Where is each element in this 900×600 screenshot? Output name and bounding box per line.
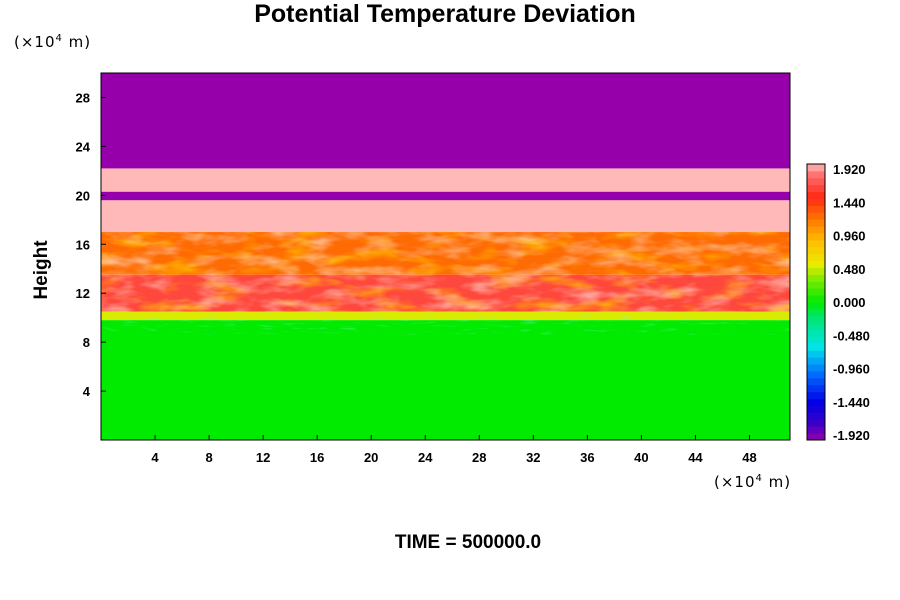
colorbar-segment-14 xyxy=(807,336,825,344)
colorbar-segment-23 xyxy=(807,274,825,282)
field-layer-7 xyxy=(101,73,790,169)
plot-frame xyxy=(100,72,791,441)
colorbar-segment-32 xyxy=(807,212,825,220)
colorbar-segment-39 xyxy=(807,164,825,172)
colorbar-label-3: 0.480 xyxy=(833,262,866,277)
field-layer-0 xyxy=(101,320,790,440)
y-axis-unit: (×104 m) xyxy=(14,33,92,51)
colorbar-segment-28 xyxy=(807,239,825,248)
field-layer-4 xyxy=(101,200,790,233)
y-tick-label-4: 20 xyxy=(76,188,90,203)
y-tick-label-2: 12 xyxy=(76,286,90,301)
colorbar-segment-8 xyxy=(807,377,825,386)
x-tick-label-1: 8 xyxy=(205,450,212,465)
colorbar-segment-22 xyxy=(807,281,825,289)
colorbar-segment-36 xyxy=(807,184,825,193)
colorbar-segment-13 xyxy=(807,343,825,351)
colorbar-label-2: 0.960 xyxy=(833,229,866,244)
colorbar-label-8: -1.920 xyxy=(833,428,870,443)
x-tick-label-2: 12 xyxy=(256,450,270,465)
colorbar-segment-9 xyxy=(807,371,825,379)
field-layer-6 xyxy=(101,168,790,192)
x-tick-label-9: 40 xyxy=(634,450,648,465)
x-tick-label-11: 48 xyxy=(742,450,756,465)
colorbar-segment-26 xyxy=(807,253,825,262)
colorbar-segment-17 xyxy=(807,315,825,324)
x-tick-label-3: 16 xyxy=(310,450,324,465)
colorbar-segment-19 xyxy=(807,302,825,310)
colorbar-segment-3 xyxy=(807,412,825,420)
colorbar-segment-12 xyxy=(807,350,825,358)
colorbar-segment-0 xyxy=(807,433,825,441)
colorbar-segment-25 xyxy=(807,260,825,268)
colorbar-segment-20 xyxy=(807,295,825,303)
colorbar-segment-7 xyxy=(807,384,825,393)
colorbar-segment-34 xyxy=(807,198,825,206)
colorbar-label-4: 0.000 xyxy=(833,295,866,310)
colorbar-segment-5 xyxy=(807,398,825,406)
colorbar-segment-29 xyxy=(807,233,825,241)
y-tick-label-5: 24 xyxy=(76,139,91,154)
colorbar-segment-6 xyxy=(807,391,825,400)
colorbar-segment-18 xyxy=(807,308,825,317)
colorbar-segment-35 xyxy=(807,191,825,199)
y-tick-label-0: 4 xyxy=(83,384,91,399)
turbulence-pink xyxy=(101,232,790,312)
colorbar-segment-4 xyxy=(807,405,825,413)
colorbar-label-0: 1.920 xyxy=(833,162,866,177)
colorbar-segment-10 xyxy=(807,364,825,372)
colorbar-segment-33 xyxy=(807,205,825,213)
x-tick-label-10: 44 xyxy=(688,450,703,465)
x-tick-label-7: 32 xyxy=(526,450,540,465)
colorbar-segment-24 xyxy=(807,267,825,275)
colorbar-label-6: -0.960 xyxy=(833,362,870,377)
colorbar-segment-38 xyxy=(807,170,825,179)
y-tick-label-3: 16 xyxy=(76,237,90,252)
colorbar-segment-15 xyxy=(807,329,825,337)
time-label: TIME = 500000.0 xyxy=(394,532,542,553)
colorbar-segment-2 xyxy=(807,419,825,427)
chart-title: Potential Temperature Deviation xyxy=(254,0,636,28)
x-tick-label-4: 20 xyxy=(364,450,378,465)
x-tick-label-6: 28 xyxy=(472,450,486,465)
turbulence-lower xyxy=(101,313,790,335)
colorbar-segment-27 xyxy=(807,246,825,255)
colorbar-segment-37 xyxy=(807,177,825,186)
field-layer-5 xyxy=(101,191,790,201)
colorbar-segment-11 xyxy=(807,357,825,365)
x-tick-label-8: 36 xyxy=(580,450,594,465)
y-tick-label-6: 28 xyxy=(76,90,90,105)
colorbar-label-7: -1.440 xyxy=(833,395,870,410)
colorbar-segment-21 xyxy=(807,288,825,296)
x-tick-label-0: 4 xyxy=(151,450,159,465)
colorbar-label-5: -0.480 xyxy=(833,328,870,343)
colorbar-segment-16 xyxy=(807,322,825,331)
colorbar-label-1: 1.440 xyxy=(833,195,866,210)
colorbar-frame xyxy=(806,163,826,441)
colorbar-segment-30 xyxy=(807,226,825,234)
y-tick-label-1: 8 xyxy=(83,335,90,350)
colorbar-segment-1 xyxy=(807,426,825,434)
x-tick-label-5: 24 xyxy=(418,450,433,465)
colorbar-segment-31 xyxy=(807,219,825,227)
x-axis-unit: (×104 m) xyxy=(714,473,792,491)
